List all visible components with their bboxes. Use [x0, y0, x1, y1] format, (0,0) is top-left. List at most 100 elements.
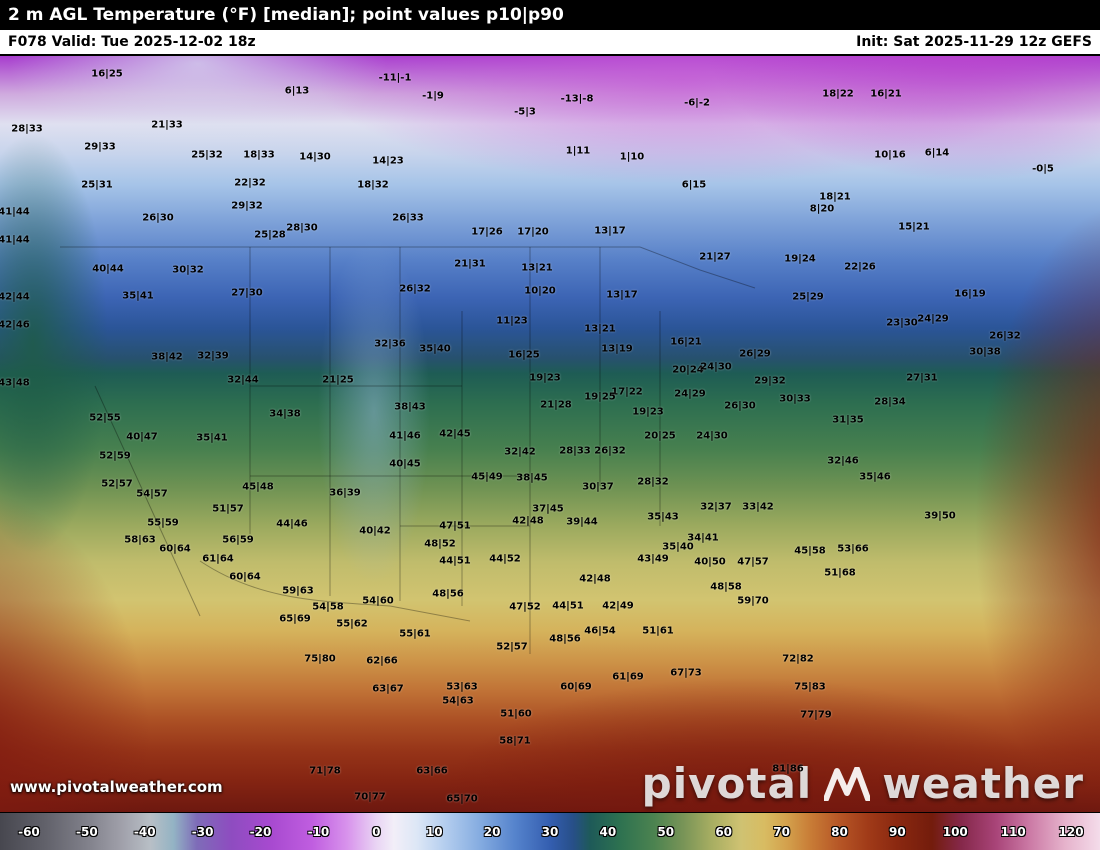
point-value-label: -11|-1 [378, 72, 412, 84]
point-value-label: 29|33 [84, 141, 116, 153]
point-value-label: 14|30 [299, 151, 331, 163]
point-value-label: 40|44 [92, 263, 124, 275]
point-value-label: 45|48 [242, 481, 274, 493]
point-value-label: 55|62 [336, 618, 368, 630]
colorbar-tick-label: 10 [425, 824, 443, 839]
point-value-label: 43|49 [637, 553, 669, 565]
point-value-label: 70|77 [354, 791, 386, 803]
point-value-label: 38|43 [394, 401, 426, 413]
point-value-label: 40|42 [359, 525, 391, 537]
colorbar-tick-label: 0 [372, 824, 381, 839]
point-value-label: 32|44 [227, 374, 259, 386]
point-value-label: 19|23 [529, 372, 561, 384]
point-value-label: 36|39 [329, 487, 361, 499]
point-value-label: 39|50 [924, 510, 956, 522]
point-value-label: 25|28 [254, 229, 286, 241]
point-value-label: 18|21 [819, 191, 851, 203]
point-value-label: 53|66 [837, 543, 869, 555]
valid-time-bar: F078 Valid: Tue 2025-12-02 18z Init: Sat… [0, 30, 1100, 56]
point-value-label: 48|52 [424, 538, 456, 550]
state-borders [60, 246, 756, 654]
point-value-label: 21|31 [454, 258, 486, 270]
point-value-label: 13|19 [601, 343, 633, 355]
point-value-label: 35|43 [647, 511, 679, 523]
point-value-label: 26|33 [392, 212, 424, 224]
point-value-label: 8|20 [809, 203, 835, 215]
point-value-label: 17|22 [611, 386, 643, 398]
point-value-label: 18|22 [822, 88, 854, 100]
point-value-label: 19|25 [584, 391, 616, 403]
point-value-label: 67|73 [670, 667, 702, 679]
point-value-label: 16|19 [954, 288, 986, 300]
point-value-label: 48|56 [432, 588, 464, 600]
point-value-label: 35|46 [859, 471, 891, 483]
point-value-label: 45|58 [794, 545, 826, 557]
point-value-label: 18|33 [243, 149, 275, 161]
point-value-label: 54|58 [312, 601, 344, 613]
point-value-label: 32|37 [700, 501, 732, 513]
point-value-label: 6|14 [924, 147, 950, 159]
point-value-label: 58|71 [499, 735, 531, 747]
colorbar-tick-label: 30 [541, 824, 559, 839]
point-value-label: 6|13 [284, 85, 310, 97]
point-value-label: 52|57 [496, 641, 528, 653]
logo-word-weather: weather [882, 759, 1084, 808]
point-value-label: 59|70 [737, 595, 769, 607]
point-value-label: 72|82 [782, 653, 814, 665]
forecast-valid-label: F078 Valid: Tue 2025-12-02 18z [8, 34, 256, 50]
point-value-label: -1|9 [422, 90, 444, 102]
colorbar-tick-label: -20 [249, 824, 272, 839]
point-value-label: 21|28 [540, 399, 572, 411]
point-value-label: 25|29 [792, 291, 824, 303]
point-value-label: 18|32 [357, 179, 389, 191]
point-value-label: 13|17 [594, 225, 626, 237]
colorbar-tick-label: 100 [942, 824, 968, 839]
point-value-label: 24|30 [700, 361, 732, 373]
point-value-label: 34|38 [269, 408, 301, 420]
point-value-label: 29|32 [231, 200, 263, 212]
point-value-label: 54|57 [136, 488, 168, 500]
point-value-label: 44|46 [276, 518, 308, 530]
point-value-label: 65|69 [279, 613, 311, 625]
point-value-label: 24|29 [917, 313, 949, 325]
colorbar-tick-label: -60 [18, 824, 40, 839]
point-value-label: 45|49 [471, 471, 503, 483]
colorbar-tick-label: -10 [307, 824, 330, 839]
colorbar-tick-label: 60 [715, 824, 733, 839]
model-init-label: Init: Sat 2025-11-29 12z GEFS [856, 34, 1092, 50]
watermark-url: www.pivotalweather.com [10, 778, 223, 796]
point-value-label: 51|61 [642, 625, 674, 637]
point-value-label: 42|49 [602, 600, 634, 612]
point-value-label: 17|26 [471, 226, 503, 238]
point-value-label: 16|25 [508, 349, 540, 361]
point-value-label: 32|39 [197, 350, 229, 362]
point-value-label: 48|56 [549, 633, 581, 645]
point-value-label: 42|45 [439, 428, 471, 440]
point-value-label: 24|30 [696, 430, 728, 442]
logo-word-pivotal: pivotal [641, 759, 813, 808]
point-value-label: 10|20 [524, 285, 556, 297]
colorbar-tick-label: 90 [889, 824, 906, 839]
title-bar: 2 m AGL Temperature (°F) [median]; point… [0, 0, 1100, 30]
point-value-label: 28|30 [286, 222, 318, 234]
colorbar-tick-label: 80 [831, 824, 848, 839]
point-value-label: 44|51 [552, 600, 584, 612]
point-value-label: 25|31 [81, 179, 113, 191]
point-value-label: 16|21 [870, 88, 902, 100]
point-value-label: 40|50 [694, 556, 726, 568]
point-value-label: 19|24 [784, 253, 816, 265]
point-value-label: 60|64 [159, 543, 191, 555]
point-value-label: 24|29 [674, 388, 706, 400]
colorbar-tick-label: 50 [657, 824, 675, 839]
point-value-label: 16|25 [91, 68, 123, 80]
map-canvas: www.pivotalweather.com pivotal weather 1… [0, 56, 1100, 812]
point-value-label: 22|32 [234, 177, 266, 189]
point-value-label: 20|24 [672, 364, 704, 376]
colorbar-tick-label: 120 [1058, 824, 1084, 839]
point-value-label: 26|32 [594, 445, 626, 457]
point-value-label: 39|44 [566, 516, 598, 528]
point-value-label: 32|36 [374, 338, 406, 350]
point-value-label: -0|5 [1032, 163, 1054, 175]
point-value-label: 42|46 [0, 319, 30, 331]
